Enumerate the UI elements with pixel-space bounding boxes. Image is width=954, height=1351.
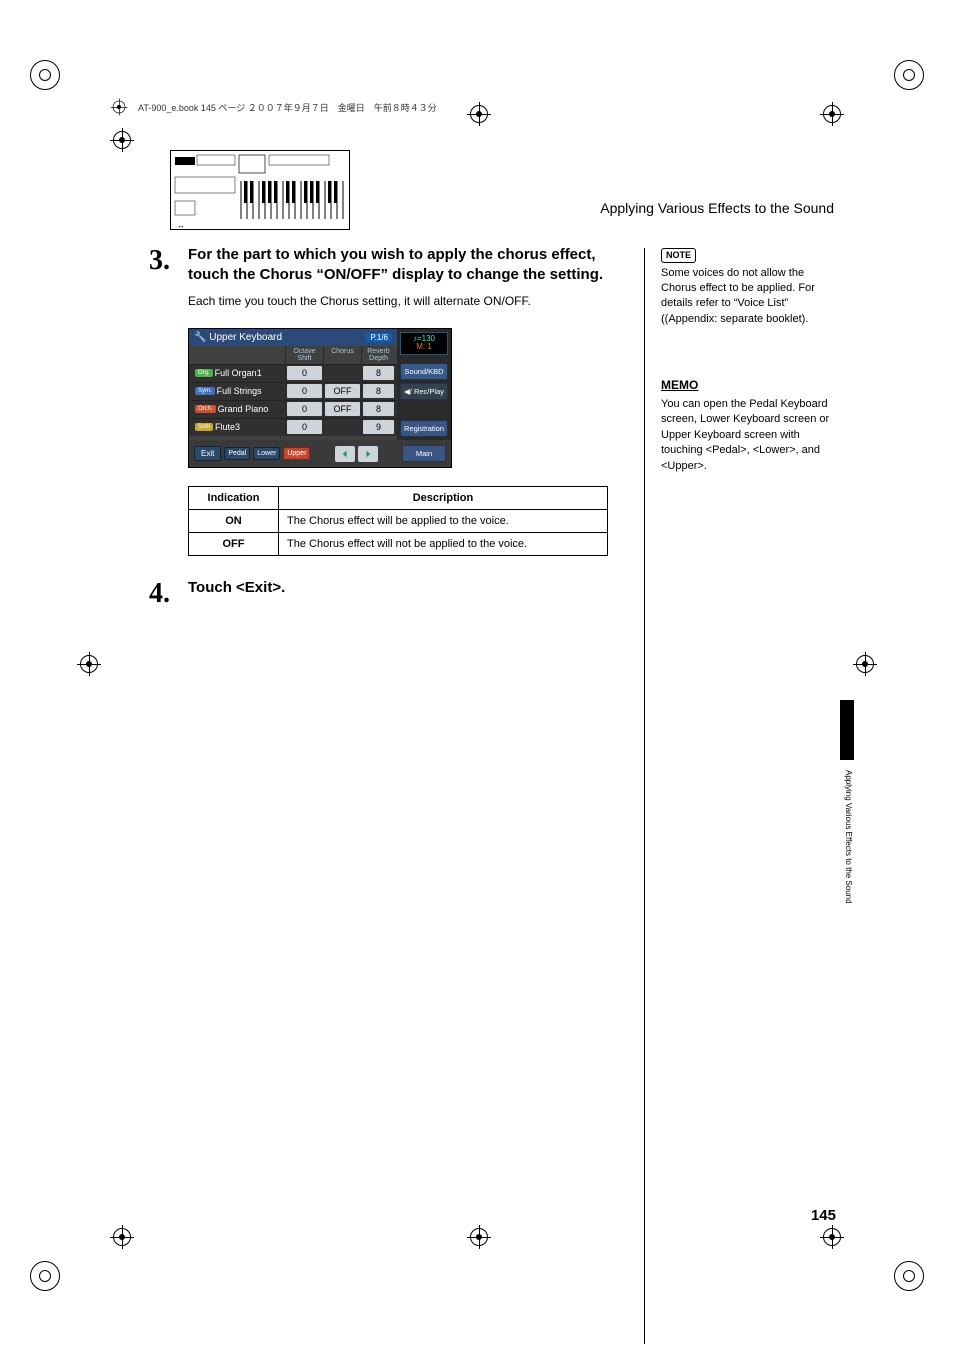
product-thumbnail: ↔ [170, 150, 350, 230]
octave-cell[interactable]: 0 [287, 402, 322, 416]
voice-name: Full Strings [217, 386, 262, 396]
main-column: 3. For the part to which you wish to app… [140, 245, 620, 630]
crop-mark [894, 1261, 924, 1291]
registration-mark [856, 655, 874, 673]
crop-mark [30, 1261, 60, 1291]
page-indicator: P.1/6 [366, 333, 392, 342]
table-header-indication: Indication [189, 487, 279, 510]
svg-text:↔: ↔ [177, 221, 185, 230]
pedal-button[interactable]: Pedal [224, 447, 250, 460]
voice-tag: Org. [195, 369, 213, 377]
octave-cell[interactable]: 0 [287, 420, 322, 434]
section-title: Applying Various Effects to the Sound [534, 200, 834, 216]
exit-button[interactable]: Exit [194, 446, 221, 461]
header-chorus: Chorus [323, 346, 361, 364]
crop-mark [30, 60, 60, 90]
header-reverb: Reverb Depth [361, 346, 395, 364]
step-heading: For the part to which you wish to apply … [188, 245, 620, 286]
measure-value: M: 1 [401, 343, 447, 352]
reverb-cell[interactable]: 9 [363, 420, 394, 434]
step-4: 4. Touch <Exit>. [140, 578, 620, 610]
octave-cell[interactable]: 0 [287, 366, 322, 380]
indication-cell: OFF [189, 533, 279, 556]
registration-mark [80, 655, 98, 673]
lower-button[interactable]: Lower [253, 447, 280, 460]
description-cell: The Chorus effect will be applied to the… [279, 510, 608, 533]
voice-tag: Solo [195, 423, 213, 431]
voice-tag: Sym. [195, 387, 215, 395]
memo-text: You can open the Pedal Keyboard screen, … [661, 397, 834, 474]
registration-button[interactable]: Registration [400, 420, 448, 437]
reverb-cell[interactable]: 8 [363, 402, 394, 416]
vertical-section-label: Applying Various Effects to the Sound [844, 770, 853, 904]
page-number: 145 [811, 1207, 836, 1224]
tempo-display: ♪=130 M: 1 [400, 332, 448, 356]
description-cell: The Chorus effect will not be applied to… [279, 533, 608, 556]
reverb-cell[interactable]: 8 [363, 366, 394, 380]
step-number: 4. [140, 578, 170, 610]
registration-mark [470, 1228, 488, 1246]
prev-arrow-button[interactable] [335, 446, 355, 462]
table-header-description: Description [279, 487, 608, 510]
voice-row: Org.Full Organ1 0 8 [189, 364, 397, 382]
sound-kbd-button[interactable]: Sound/KBD [400, 363, 448, 380]
memo-label: MEMO [661, 377, 698, 394]
step-number: 3. [140, 245, 170, 308]
note-text: Some voices do not allow the Chorus effe… [661, 266, 834, 328]
indication-cell: ON [189, 510, 279, 533]
registration-mark [113, 1228, 131, 1246]
voice-tag: Orch. [195, 405, 216, 413]
upper-button[interactable]: Upper [283, 447, 310, 460]
chorus-cell[interactable]: OFF [325, 384, 360, 398]
screen-footer: Exit Pedal Lower Upper Main [189, 440, 451, 467]
chapter-tab [840, 700, 854, 760]
octave-cell[interactable]: 0 [287, 384, 322, 398]
voice-row: SoloFlute3 0 9 [189, 418, 397, 436]
screen-title: Upper Keyboard [209, 332, 282, 343]
registration-mark [470, 105, 488, 123]
chorus-cell[interactable]: OFF [325, 402, 360, 416]
header-meta: AT-900_e.book 145 ページ ２００７年９月７日 金曜日 午前８時… [110, 98, 437, 116]
next-arrow-button[interactable] [358, 446, 378, 462]
voice-name: Grand Piano [218, 404, 269, 414]
header-meta-text: AT-900_e.book 145 ページ ２００７年９月７日 金曜日 午前８時… [138, 101, 437, 114]
table-row: ON The Chorus effect will be applied to … [189, 510, 608, 533]
reverb-cell[interactable]: 8 [363, 384, 394, 398]
table-row: OFF The Chorus effect will not be applie… [189, 533, 608, 556]
registration-mark [113, 131, 131, 149]
screen-sidebar: ♪=130 M: 1 Sound/KBD ◀/ Rec/Play Registr… [397, 329, 451, 441]
voice-row: Sym.Full Strings 0OFF8 [189, 382, 397, 400]
note-label: NOTE [661, 248, 696, 263]
column-headers: Octave Shift Chorus Reverb Depth [189, 346, 397, 364]
side-column: NOTE Some voices do not allow the Chorus… [644, 248, 834, 1344]
voice-name: Full Organ1 [215, 368, 262, 378]
crop-mark [894, 60, 924, 90]
step-heading: Touch <Exit>. [188, 578, 620, 598]
step-description: Each time you touch the Chorus setting, … [188, 294, 620, 308]
rec-play-button[interactable]: ◀/ Rec/Play [400, 383, 448, 400]
step-3: 3. For the part to which you wish to app… [140, 245, 620, 308]
main-button[interactable]: Main [402, 445, 446, 462]
header-octave: Octave Shift [285, 346, 323, 364]
registration-mark [823, 105, 841, 123]
description-table: Indication Description ON The Chorus eff… [188, 486, 608, 556]
voice-name: Flute3 [215, 422, 240, 432]
screen-titlebar: 🔧 Upper Keyboard P.1/6 [189, 329, 397, 346]
voice-row: Orch.Grand Piano 0OFF8 [189, 400, 397, 418]
device-screenshot: 🔧 Upper Keyboard P.1/6 Octave Shift Chor… [188, 328, 452, 469]
